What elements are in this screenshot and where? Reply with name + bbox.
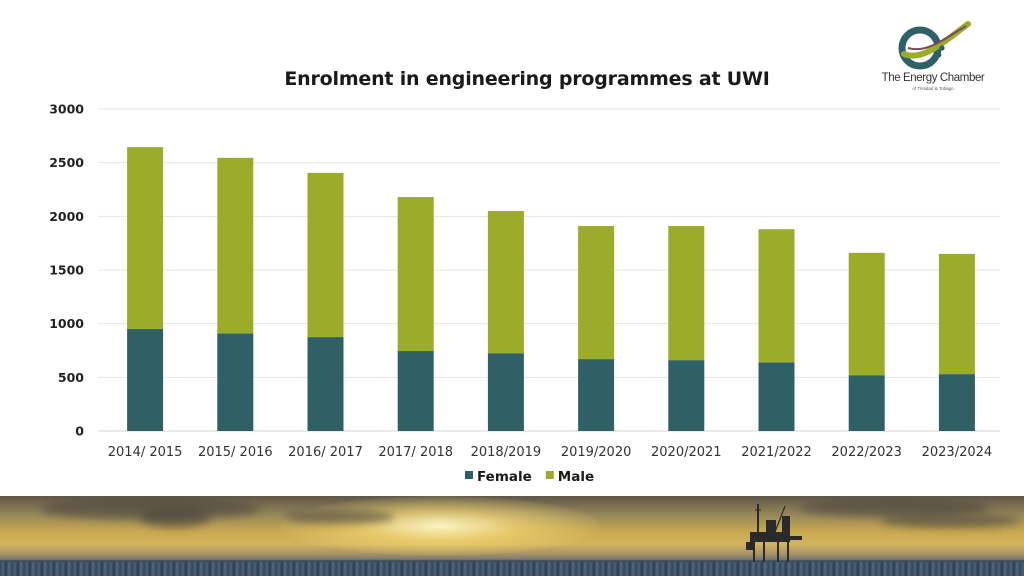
x-tick-label: 2015/ 2016 — [198, 445, 273, 460]
legend-label: Female — [477, 469, 532, 485]
chart-title: Enrolment in engineering programmes at U… — [284, 68, 770, 90]
y-tick-label: 0 — [75, 424, 84, 439]
bar-female — [668, 360, 705, 431]
y-tick-label: 1000 — [49, 316, 84, 331]
legend-swatch — [465, 471, 473, 479]
bar-group — [578, 225, 615, 431]
bar-female — [217, 333, 254, 431]
x-tick-label: 2020/2021 — [651, 445, 722, 460]
legend: Female Male — [465, 469, 594, 485]
bar-male — [938, 253, 975, 375]
cloud — [880, 514, 1020, 528]
y-tick-label: 1500 — [49, 263, 84, 278]
bar-group — [668, 225, 705, 431]
bar-group — [487, 210, 524, 431]
bars — [127, 147, 975, 431]
bar-female — [758, 362, 795, 431]
y-tick-label: 500 — [58, 370, 84, 385]
bar-female — [397, 351, 434, 431]
bar-male — [217, 157, 254, 334]
bar-group — [127, 147, 164, 431]
x-tick-label: 2022/2023 — [831, 445, 902, 460]
bar-male — [127, 147, 164, 330]
y-axis-ticks: 0 500 1000 1500 2000 2500 3000 — [49, 102, 84, 439]
bar-male — [668, 225, 705, 361]
bar-female — [938, 374, 975, 431]
y-tick-label: 2000 — [49, 209, 84, 224]
y-tick-label: 3000 — [49, 102, 84, 117]
bar-female — [127, 329, 164, 431]
bar-female — [307, 337, 344, 431]
legend-item-female: Female — [465, 469, 532, 485]
y-tick-label: 2500 — [49, 155, 84, 170]
bar-group — [938, 253, 975, 431]
energy-chamber-logo: The Energy Chamber of Trinidad & Tobago — [868, 20, 998, 100]
bar-male — [307, 172, 344, 338]
bar-male — [397, 197, 434, 352]
bar-group — [848, 252, 885, 431]
x-tick-label: 2016/ 2017 — [288, 445, 363, 460]
legend-swatch — [545, 471, 554, 479]
x-tick-label: 2019/2020 — [561, 445, 632, 460]
cloud — [285, 510, 395, 524]
bar-group — [217, 157, 254, 431]
x-tick-label: 2021/2022 — [741, 445, 812, 460]
bar-female — [848, 375, 885, 431]
bar-group — [397, 197, 434, 431]
x-tick-label: 2023/2024 — [922, 445, 993, 460]
stacked-bar-chart: 0 500 1000 1500 2000 2500 3000 2014/ 2015 2015/… — [49, 102, 1000, 485]
x-tick-label: 2014/ 2015 — [108, 445, 183, 460]
cloud — [800, 499, 990, 517]
x-tick-label: 2017/ 2018 — [378, 445, 453, 460]
cloud — [140, 508, 210, 528]
bar-male — [487, 210, 524, 354]
oil-rig-icon — [746, 504, 802, 564]
bar-female — [487, 353, 524, 431]
x-tick-label: 2018/2019 — [471, 445, 542, 460]
bar-male — [578, 225, 615, 360]
energy-chamber-swirl-icon — [898, 21, 971, 70]
logo-text: The Energy Chamber — [881, 72, 985, 84]
sun-glow — [280, 496, 600, 556]
x-axis-ticks: 2014/ 2015 2015/ 2016 2016/ 2017 2017/ 2018… — [108, 445, 992, 460]
legend-label: Male — [558, 469, 594, 485]
bar-male — [848, 252, 885, 376]
bar-male — [758, 229, 795, 363]
legend-item-male: Male — [545, 469, 594, 485]
logo-subtitle: of Trinidad & Tobago — [912, 86, 954, 91]
bar-female — [578, 359, 615, 431]
bar-group — [758, 229, 795, 431]
oil-rig-sunset-banner — [0, 496, 1024, 576]
bar-group — [307, 172, 344, 431]
sea — [0, 562, 1024, 576]
